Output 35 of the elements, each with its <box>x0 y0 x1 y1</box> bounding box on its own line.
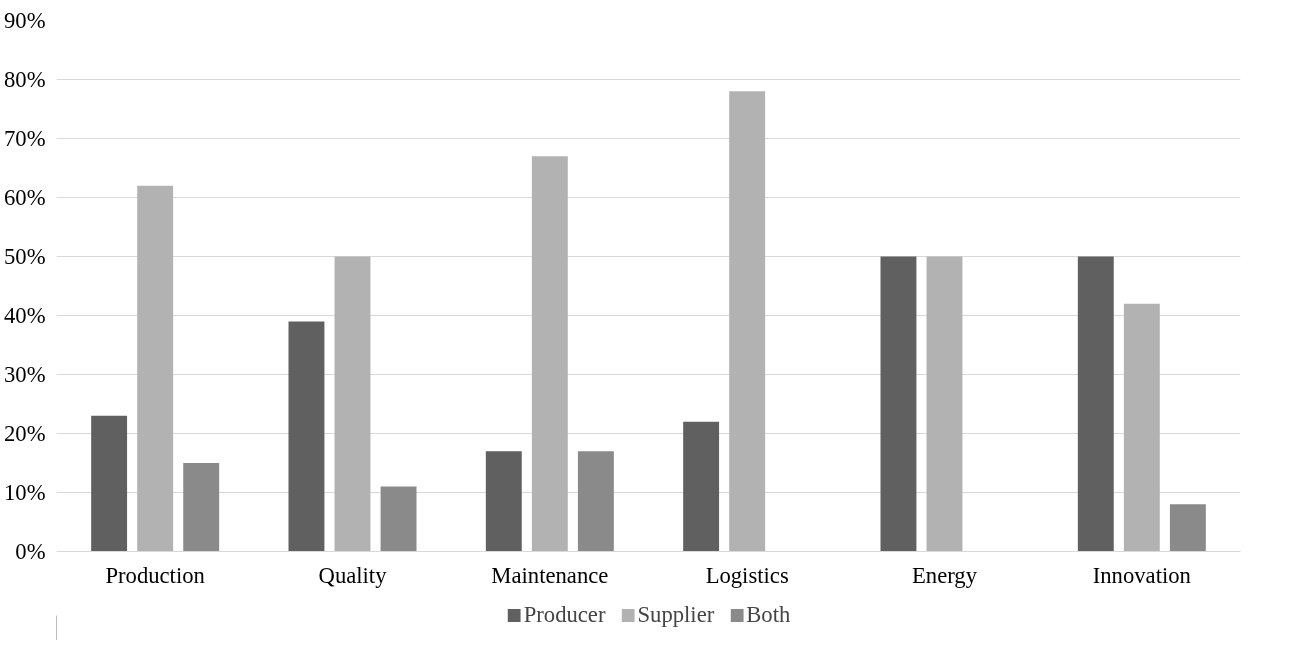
bar <box>380 486 417 552</box>
bar <box>91 415 128 552</box>
x-tick-label: Production <box>105 562 205 588</box>
x-tick-label: Quality <box>318 562 388 588</box>
bar <box>683 421 720 552</box>
y-tick-label: 20% <box>3 421 46 446</box>
x-tick-label: Logistics <box>705 562 789 588</box>
y-tick-label: 10% <box>3 480 46 505</box>
bar <box>288 321 325 552</box>
bar <box>137 185 174 552</box>
legend-label: Producer <box>523 602 606 628</box>
bar <box>485 451 522 552</box>
legend-label: Both <box>746 602 791 628</box>
bar <box>1169 504 1206 552</box>
bar <box>1123 303 1160 552</box>
y-tick-label: 50% <box>3 244 46 269</box>
bar <box>577 451 614 552</box>
y-tick-label: 0% <box>15 539 46 564</box>
bar <box>1077 256 1114 552</box>
bar <box>531 156 568 552</box>
legend-label: Supplier <box>637 602 715 628</box>
y-tick-label: 70% <box>3 126 46 151</box>
y-tick-label: 30% <box>3 362 46 387</box>
bar <box>880 256 917 552</box>
y-tick-label: 80% <box>3 67 46 92</box>
y-tick-label: 60% <box>3 185 46 210</box>
x-tick-label: Energy <box>911 562 978 588</box>
x-tick-label: Innovation <box>1092 562 1191 588</box>
bar <box>729 91 766 552</box>
x-tick-label: Maintenance <box>491 562 609 588</box>
y-tick-label: 90% <box>3 8 46 33</box>
y-tick-label: 40% <box>3 303 46 328</box>
bar <box>926 256 963 552</box>
bar <box>183 463 220 552</box>
bar <box>334 256 371 552</box>
